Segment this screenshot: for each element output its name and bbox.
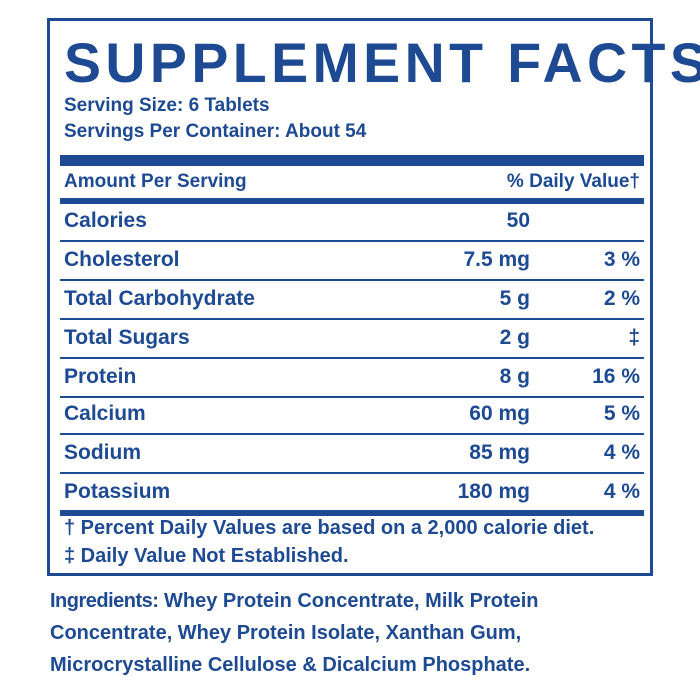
nutrient-daily-value: 4 % (603, 480, 640, 503)
daily-value-footnote: † Percent Daily Values are based on a 2,… (64, 517, 595, 539)
table-row: Total Carbohydrate 5 g 2 % (64, 280, 640, 318)
table-row: Calories 50 (64, 202, 640, 240)
supplement-facts-panel: SUPPLEMENT FACTS Serving Size: 6 Tablets… (47, 18, 700, 576)
nutrient-amount: 60 mg (469, 402, 530, 425)
nutrient-amount: 85 mg (469, 441, 530, 464)
nutrient-amount: 180 mg (457, 480, 530, 503)
row-divider (60, 433, 644, 435)
nutrient-name: Protein (64, 365, 137, 388)
nutrient-daily-value: 2 % (603, 287, 640, 310)
nutrient-amount: 5 g (499, 287, 530, 310)
table-row: Protein 8 g 16 % (64, 358, 640, 396)
nutrient-amount: 50 (506, 209, 530, 232)
nutrient-name: Cholesterol (64, 248, 180, 271)
table-row: Calcium 60 mg 5 % (64, 395, 640, 433)
row-divider (60, 396, 644, 398)
row-divider (60, 279, 644, 281)
table-row: Cholesterol 7.5 mg 3 % (64, 241, 640, 279)
nutrient-daily-value: 3 % (603, 248, 640, 271)
nutrient-name: Potassium (64, 480, 171, 503)
nutrient-daily-value: 5 % (603, 402, 640, 425)
ingredients-label: Ingredients: (50, 590, 159, 612)
thick-divider (60, 155, 644, 166)
nutrient-name: Calories (64, 209, 147, 232)
nutrient-amount: 8 g (499, 365, 530, 388)
table-row: Total Sugars 2 g ‡ (64, 319, 640, 357)
nutrient-name: Total Carbohydrate (64, 287, 255, 310)
nutrient-amount: 7.5 mg (463, 248, 530, 271)
nutrient-amount: 2 g (499, 326, 530, 349)
header-divider (60, 198, 644, 204)
nutrient-daily-value: ‡ (628, 326, 640, 349)
daily-value-label: % Daily Value† (506, 171, 640, 192)
nutrient-name: Sodium (64, 441, 141, 464)
servings-per-container: Servings Per Container: About 54 (64, 121, 367, 142)
nutrient-name: Calcium (64, 402, 146, 425)
row-divider (60, 240, 644, 242)
footer-divider (60, 510, 644, 516)
table-row: Potassium 180 mg 4 % (64, 473, 640, 511)
amount-per-serving-label: Amount Per Serving (64, 171, 247, 192)
nutrient-daily-value: 16 % (592, 365, 640, 388)
row-divider (60, 357, 644, 359)
table-row: Sodium 85 mg 4 % (64, 434, 640, 472)
ingredients-text: Whey Protein Concentrate, Milk Protein C… (50, 590, 539, 676)
not-established-footnote: ‡ Daily Value Not Established. (64, 545, 349, 567)
panel-title: SUPPLEMENT FACTS (64, 31, 700, 94)
nutrient-name: Total Sugars (64, 326, 190, 349)
ingredients-list: Ingredients: Whey Protein Concentrate, M… (50, 585, 662, 681)
serving-size: Serving Size: 6 Tablets (64, 95, 270, 116)
nutrient-daily-value: 4 % (603, 441, 640, 464)
row-divider (60, 472, 644, 474)
row-divider (60, 318, 644, 320)
